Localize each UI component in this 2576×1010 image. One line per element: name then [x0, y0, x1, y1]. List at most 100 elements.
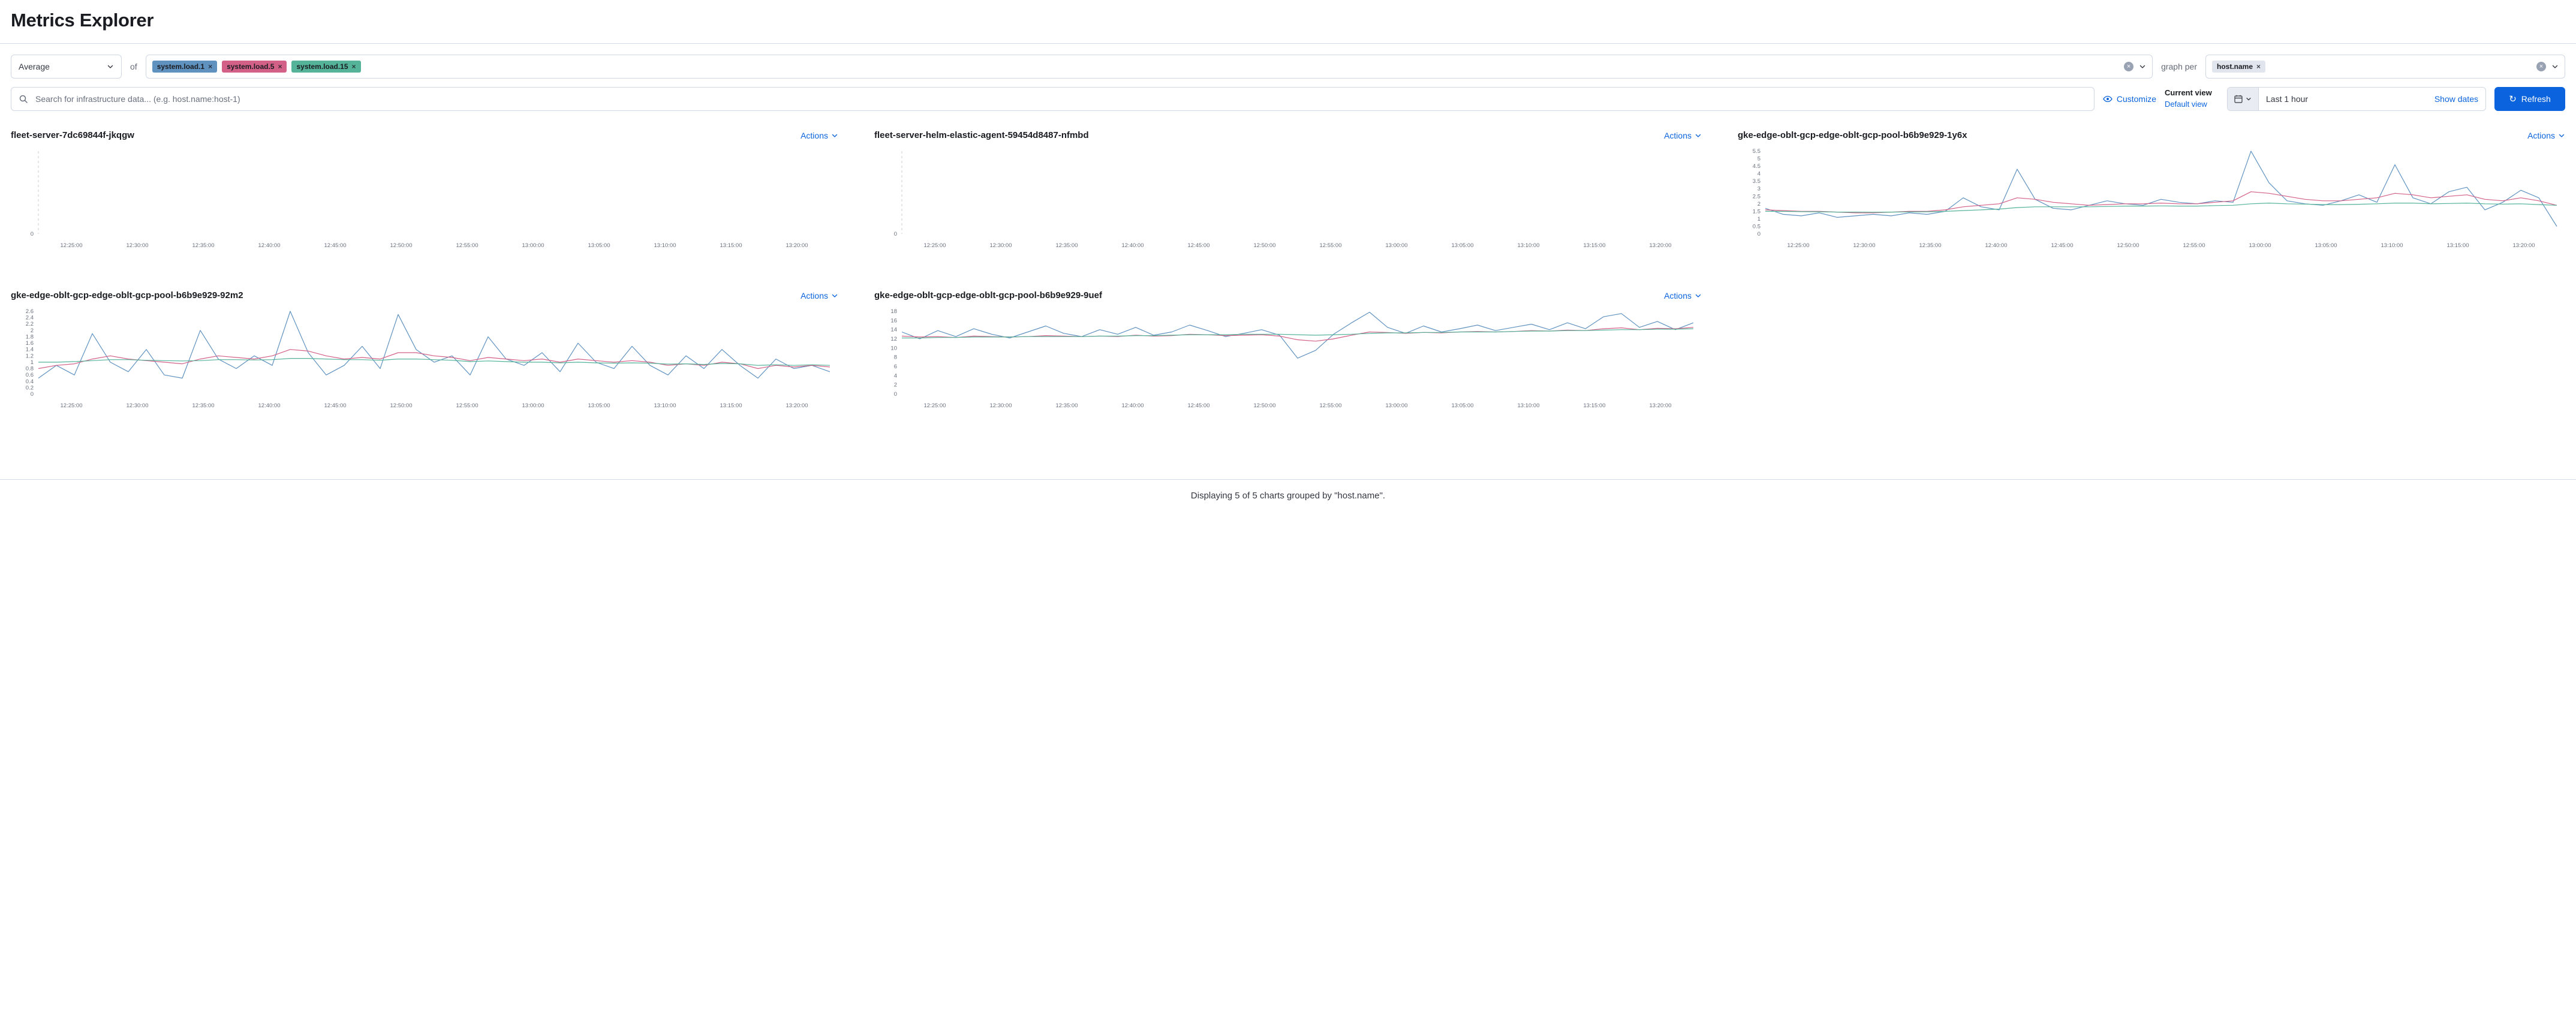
chart-actions-button[interactable]: Actions: [2527, 131, 2565, 140]
y-axis-tick-label: 18: [890, 308, 897, 315]
x-axis-tick-label: 12:35:00: [1056, 402, 1078, 409]
x-axis-tick-label: 12:40:00: [258, 402, 281, 409]
chevron-down-icon: [832, 134, 838, 137]
metrics-combobox[interactable]: system.load.1 × system.load.5 × system.load.…: [145, 55, 2153, 79]
chart-header: gke-edge-oblt-gcp-edge-oblt-gcp-pool-b6b…: [1738, 130, 2565, 140]
group-by-combobox[interactable]: host.name × ×: [2205, 55, 2565, 79]
line-chart[interactable]: 00.20.40.60.811.21.41.61.822.22.42.6 12:2…: [11, 305, 838, 413]
x-axis-tick-label: 13:10:00: [2381, 242, 2403, 249]
x-axis-tick-label: 13:00:00: [1386, 402, 1408, 409]
x-axis-tick-label: 13:00:00: [2249, 242, 2271, 249]
x-axis-tick-label: 12:25:00: [61, 242, 83, 249]
y-axis-tick-label: 1: [31, 359, 34, 366]
x-axis-tick-label: 12:50:00: [390, 242, 413, 249]
badge-remove-icon[interactable]: ×: [208, 62, 213, 71]
calendar-icon: [2234, 95, 2243, 103]
metric-badges: system.load.1 × system.load.5 × system.load.…: [152, 61, 2119, 73]
chevron-down-icon[interactable]: [2139, 63, 2146, 70]
y-axis-tick-label: 3.5: [1753, 178, 1761, 185]
customize-button[interactable]: Customize: [2103, 94, 2156, 104]
x-axis-tick-label: 13:00:00: [1386, 242, 1408, 249]
series-line-system.load.15: [1765, 202, 2557, 213]
chart-actions-button[interactable]: Actions: [801, 291, 838, 300]
chevron-down-icon[interactable]: [2551, 63, 2559, 70]
x-axis-tick-label: 13:10:00: [654, 242, 676, 249]
chart-actions-button[interactable]: Actions: [1664, 291, 1702, 300]
y-axis-tick-label: 0.4: [26, 378, 34, 385]
eye-icon: [2103, 95, 2112, 103]
x-axis-tick-label: 13:20:00: [786, 242, 808, 249]
actions-label: Actions: [2527, 130, 2555, 140]
field-badge: system.load.5 ×: [222, 61, 287, 73]
graph-per-label: graph per: [2161, 62, 2197, 71]
x-axis-tick-label: 12:35:00: [1056, 242, 1078, 249]
series-line-system.load.5: [38, 349, 830, 369]
aggregation-select[interactable]: Average: [11, 55, 122, 79]
x-axis-tick-label: 13:00:00: [522, 402, 544, 409]
y-axis-tick-label: 0: [31, 391, 34, 398]
badge-remove-icon[interactable]: ×: [351, 62, 356, 71]
x-axis-tick-label: 12:45:00: [2051, 242, 2074, 249]
search-field[interactable]: [11, 87, 2094, 111]
x-axis-tick-label: 12:55:00: [456, 242, 479, 249]
chart-title: fleet-server-helm-elastic-agent-59454d84…: [874, 130, 1089, 140]
y-axis-tick-label: 0.8: [26, 366, 34, 372]
customize-label: Customize: [2116, 94, 2156, 104]
x-axis-tick-label: 12:55:00: [1320, 242, 1342, 249]
actions-label: Actions: [1664, 130, 1692, 140]
y-axis-tick-label: 4: [1758, 171, 1761, 178]
refresh-button[interactable]: ↻ Refresh: [2494, 87, 2565, 111]
line-chart[interactable]: 0 2 4 6 8 10 12 14 16 18 12:25:00 12:30:00 12:35:00 1…: [874, 305, 1702, 413]
charts-grid: fleet-server-7dc69844f-jkqgw Actions 0 12:2…: [0, 115, 2576, 479]
combobox-controls: ×: [2124, 62, 2146, 71]
x-axis-tick-label: 12:30:00: [1853, 242, 1876, 249]
x-axis-tick-label: 12:25:00: [924, 402, 946, 409]
clear-metrics-icon[interactable]: ×: [2124, 62, 2134, 71]
show-dates-link[interactable]: Show dates: [2434, 94, 2478, 104]
badge-remove-icon[interactable]: ×: [2256, 62, 2261, 71]
x-axis-tick-label: 12:25:00: [924, 242, 946, 249]
chart-card: fleet-server-helm-elastic-agent-59454d84…: [874, 130, 1702, 253]
x-axis-tick-label: 12:30:00: [127, 242, 149, 249]
x-axis-tick-label: 12:55:00: [1320, 402, 1342, 409]
x-axis-tick-label: 13:05:00: [588, 242, 610, 249]
line-chart[interactable]: 0 12:25:00 12:30:00 12:35:00 12:40:00 12:45:0…: [874, 145, 1702, 253]
x-axis-tick-label: 13:10:00: [654, 402, 676, 409]
time-range-value[interactable]: Last 1 hour: [2266, 94, 2309, 104]
chart-actions-button[interactable]: Actions: [801, 131, 838, 140]
x-axis-tick-label: 13:10:00: [1518, 402, 1540, 409]
y-axis-tick-label: 6: [894, 363, 897, 370]
line-chart[interactable]: 0 12:25:00 12:30:00 12:35:00 12:40:00 12:45:0…: [11, 145, 838, 253]
header-divider: [0, 43, 2576, 44]
search-input[interactable]: [34, 94, 2087, 104]
y-axis-tick-label: 16: [890, 317, 897, 324]
chevron-down-icon: [2559, 134, 2565, 137]
clear-group-by-icon[interactable]: ×: [2536, 62, 2546, 71]
x-axis-tick-label: 13:05:00: [588, 402, 610, 409]
search-row: Customize Current view Default view Last…: [11, 87, 2565, 111]
y-axis-tick-label: 2: [1758, 201, 1761, 208]
series-line-system.load.15: [38, 357, 830, 366]
x-axis-tick-label: 13:15:00: [720, 242, 742, 249]
current-view-label: Current view: [2165, 88, 2212, 98]
x-axis-tick-label: 13:20:00: [1650, 242, 1672, 249]
chart-card: fleet-server-7dc69844f-jkqgw Actions 0 12:2…: [11, 130, 838, 253]
quick-select-button[interactable]: [2228, 88, 2259, 110]
y-axis-tick-label: 8: [894, 354, 897, 361]
chevron-down-icon: [1695, 134, 1701, 137]
chart-actions-button[interactable]: Actions: [1664, 131, 1702, 140]
y-axis-tick-label: 0: [894, 391, 897, 398]
x-axis-tick-label: 12:40:00: [1122, 402, 1144, 409]
chart-title: gke-edge-oblt-gcp-edge-oblt-gcp-pool-b6b…: [874, 290, 1103, 300]
x-axis-tick-label: 12:30:00: [990, 242, 1012, 249]
badge-label: host.name: [2217, 62, 2253, 71]
x-axis-tick-label: 12:30:00: [990, 402, 1012, 409]
default-view-link[interactable]: Default view: [2165, 100, 2207, 109]
x-axis-tick-label: 13:10:00: [1518, 242, 1540, 249]
line-chart[interactable]: 00.511.522.533.544.555.5 12:25:00 12:30:00…: [1738, 145, 2565, 253]
y-axis-tick-label: 2.6: [26, 308, 34, 315]
badge-remove-icon[interactable]: ×: [278, 62, 282, 71]
y-axis-tick-label: 2.4: [26, 315, 34, 321]
y-axis-tick-label: 5.5: [1753, 148, 1761, 155]
x-axis-tick-label: 12:45:00: [324, 402, 347, 409]
